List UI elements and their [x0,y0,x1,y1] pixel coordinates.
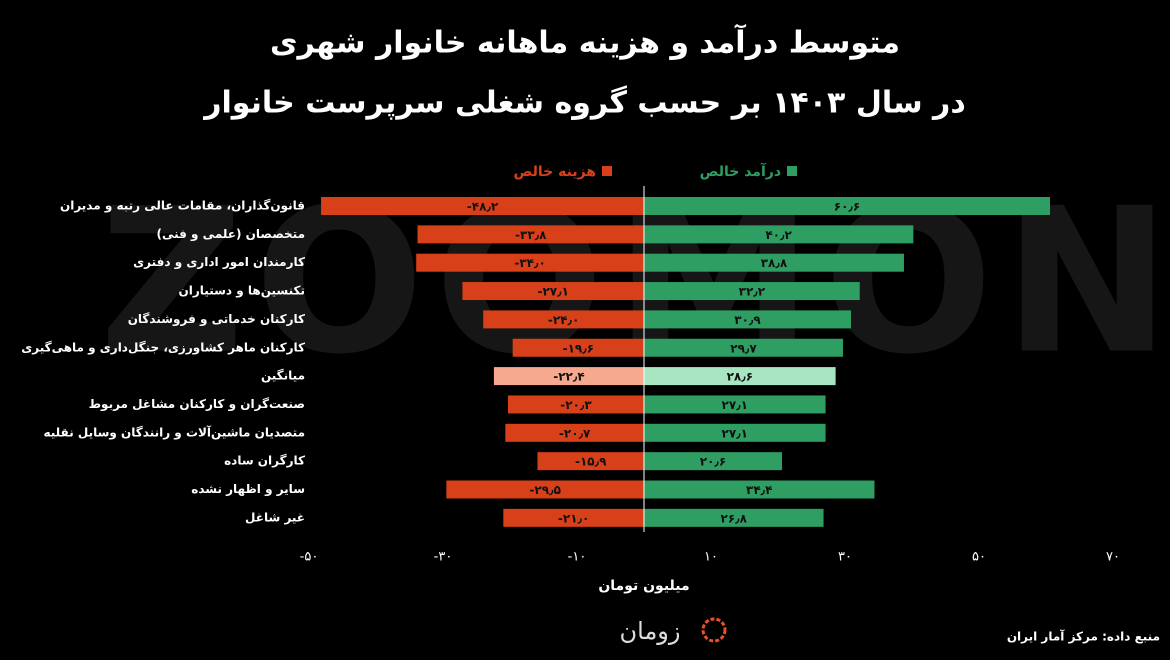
bar [644,367,836,386]
bar [644,452,783,471]
bar [493,367,644,386]
bar [644,423,826,442]
category-label: کارکنان خدماتی و فروشندگان [128,312,305,327]
bar [644,282,860,301]
bar [505,423,644,442]
category-label: میانگین [261,369,305,383]
value-label: -۲۹٫۵ [529,483,560,497]
x-tick-label: -۳۰ [434,550,453,565]
bar [644,253,904,272]
value-label: -۲۰٫۷ [559,426,591,440]
value-label: -۴۸٫۲ [467,200,499,214]
bar [512,338,644,357]
category-label: کارگران ساده [224,454,305,468]
chart-title: متوسط درآمد و هزینه ماهانه خانوار شهری [270,24,900,61]
chart-subtitle: در سال ۱۴۰۳ بر حسب گروه شغلی سرپرست خانو… [202,85,965,121]
bar [644,225,914,244]
x-tick-label: ۷۰ [1106,550,1120,565]
category-label: قانون‌گذاران، مقامات عالی رتبه و مدیران [60,199,305,214]
value-label: -۳۴٫۰ [514,256,545,270]
bar [644,480,875,499]
category-label: تکنسین‌ها و دستیاران [179,284,305,299]
bar [644,338,843,357]
logo: زومان [620,617,681,645]
value-label: -۱۹٫۶ [563,341,594,355]
legend-label: هزینه خالص [514,164,596,180]
bar [644,395,826,414]
value-label: ۲۶٫۸ [721,511,748,525]
value-label: ۳۰٫۹ [734,313,761,327]
source: منبع داده: مرکز آمار ایران [1007,629,1160,644]
x-tick-label: ۵۰ [972,550,986,565]
x-tick-label: ۳۰ [838,550,852,565]
value-label: -۲۴٫۰ [548,313,579,327]
category-label: غیر شاغل [245,510,305,524]
legend-swatch [602,166,612,176]
legend-label: درآمد خالص [700,162,781,180]
category-label: متصدیان ماشین‌آلات و رانندگان وسایل نقلی… [43,424,305,440]
value-label: ۳۸٫۸ [761,256,788,270]
value-label: ۲۸٫۶ [727,370,753,384]
value-label: ۳۲٫۲ [739,285,766,299]
category-label: متخصصان (علمی و فنی) [156,227,305,242]
bar [446,480,644,499]
value-label: ۲۹٫۷ [730,341,757,355]
bar [644,508,824,527]
value-label: ۶۰٫۶ [834,200,860,214]
bar [644,197,1051,215]
value-label: -۲۷٫۱ [537,285,568,299]
value-label: ۴۰٫۲ [765,228,792,242]
bar [503,508,644,527]
category-label: کارکنان ماهر کشاورزی، جنگل‌داری و ماهی‌گ… [21,340,305,355]
x-tick-label: -۱۰ [568,550,587,565]
value-label: -۲۰٫۳ [560,398,592,412]
bar [321,197,644,215]
x-tick-label: -۵۰ [300,550,319,565]
value-label: ۲۰٫۶ [700,455,726,469]
category-label: کارمندان امور اداری و دفتری [133,255,305,270]
value-label: -۱۵٫۹ [575,455,607,469]
value-label: ۳۴٫۴ [746,483,772,497]
value-label: -۲۲٫۴ [553,370,584,384]
value-label: -۲۱٫۰ [558,511,589,525]
bar [537,452,644,471]
value-label: ۲۷٫۱ [722,398,748,412]
value-label: ۲۷٫۱ [722,426,748,440]
bar [644,310,852,329]
x-tick-label: ۱۰ [704,550,718,565]
value-label: -۳۳٫۸ [515,228,547,242]
bar [417,225,644,244]
x-axis-label: میلیون تومان [598,578,689,594]
category-label: صنعت‌گران و کارکنان مشاغل مربوط [89,397,305,412]
bar [507,395,644,414]
bar [483,310,644,329]
legend-swatch [787,166,797,176]
bar [416,253,644,272]
bar [462,282,644,301]
category-label: سایر و اظهار نشده [191,482,305,497]
logo-icon [701,617,727,643]
